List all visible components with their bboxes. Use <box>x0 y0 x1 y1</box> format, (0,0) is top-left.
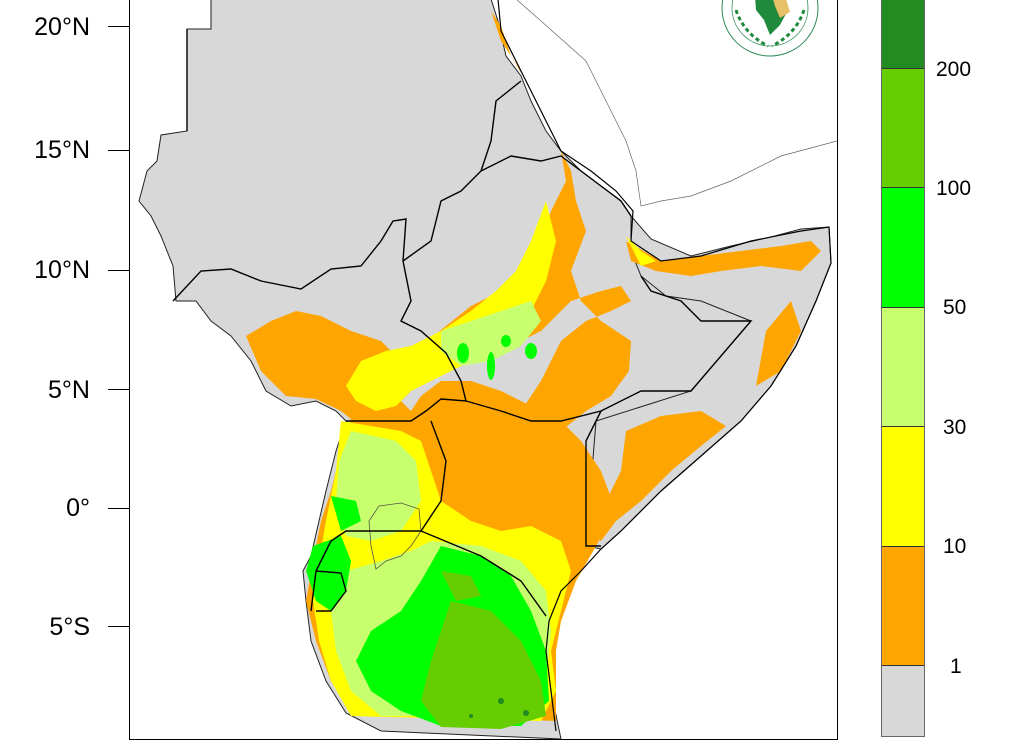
lat-tick-20n <box>108 26 129 27</box>
igad-logo <box>720 0 820 58</box>
lat-tick-10n <box>108 270 129 271</box>
colorbar-bar <box>881 0 925 737</box>
colorbar-bin-30-50 <box>882 308 924 427</box>
lat-label-5n: 5°N <box>48 376 90 404</box>
arabian-coastline <box>516 0 837 207</box>
lake-victoria <box>368 502 422 570</box>
colorbar-bin-100-200 <box>882 69 924 188</box>
lat-tick-15n <box>108 150 129 151</box>
country-borders <box>172 29 753 617</box>
map-frame <box>129 0 838 740</box>
colorbar-bin-1-10 <box>882 547 924 666</box>
colorbar-label-30: 30 <box>943 416 967 439</box>
lat-tick-0 <box>108 508 129 509</box>
colorbar-bin-over-200 <box>882 0 924 69</box>
colorbar-label-10: 10 <box>943 535 967 558</box>
lat-label-20n: 20°N <box>34 13 90 41</box>
lat-label-0: 0° <box>66 494 90 522</box>
colorbar-label-100: 100 <box>936 177 972 200</box>
colorbar-bin-10-30 <box>882 427 924 547</box>
lat-label-10n: 10°N <box>34 256 90 284</box>
lat-tick-5n <box>108 389 129 390</box>
colorbar-label-50: 50 <box>943 296 967 319</box>
colorbar-label-1: 1 <box>950 655 962 678</box>
lat-label-15n: 15°N <box>34 136 90 164</box>
colorbar-bin-50-100 <box>882 188 924 308</box>
precipitation-map <box>138 0 837 739</box>
coastline <box>497 0 832 732</box>
colorbar-label-200: 200 <box>936 58 972 81</box>
lat-label-5s: 5°S <box>49 613 90 641</box>
lat-tick-5s <box>108 626 129 627</box>
precip-over-200 <box>469 698 529 718</box>
colorbar-bin-under-1 <box>882 666 924 736</box>
precip-100-200 <box>421 571 546 729</box>
